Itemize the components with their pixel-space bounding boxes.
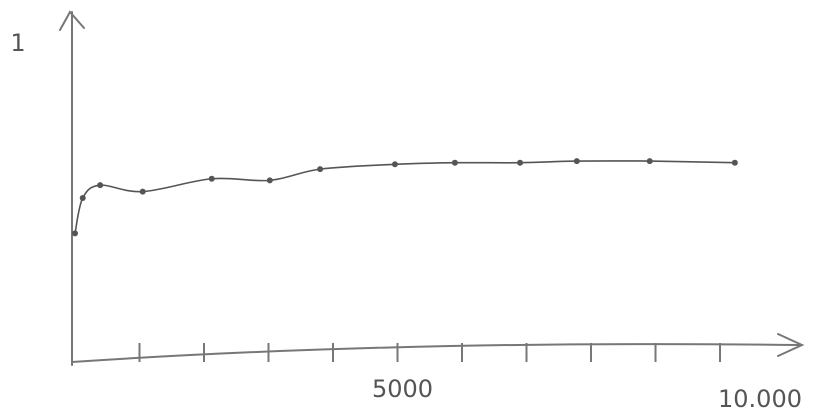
point <box>647 158 653 164</box>
point <box>80 195 86 201</box>
chart: 5000 10.000 1 <box>0 0 829 414</box>
point <box>140 189 146 195</box>
x-tick-label: 5000 <box>372 375 433 403</box>
x-tick-label: 10.000 <box>718 385 802 413</box>
point <box>517 160 523 166</box>
point <box>732 160 738 166</box>
point <box>392 161 398 167</box>
point <box>209 176 215 182</box>
point <box>97 182 103 188</box>
point <box>267 177 273 183</box>
line <box>75 161 735 233</box>
y-axis <box>60 12 84 365</box>
y-tick-label: 1 <box>10 29 25 57</box>
point <box>317 166 323 172</box>
page: {"chart_data": {"type": "line", "x": [0,… <box>0 0 829 414</box>
point <box>452 160 458 166</box>
point <box>574 158 580 164</box>
point <box>72 230 78 236</box>
x-axis <box>72 334 802 362</box>
